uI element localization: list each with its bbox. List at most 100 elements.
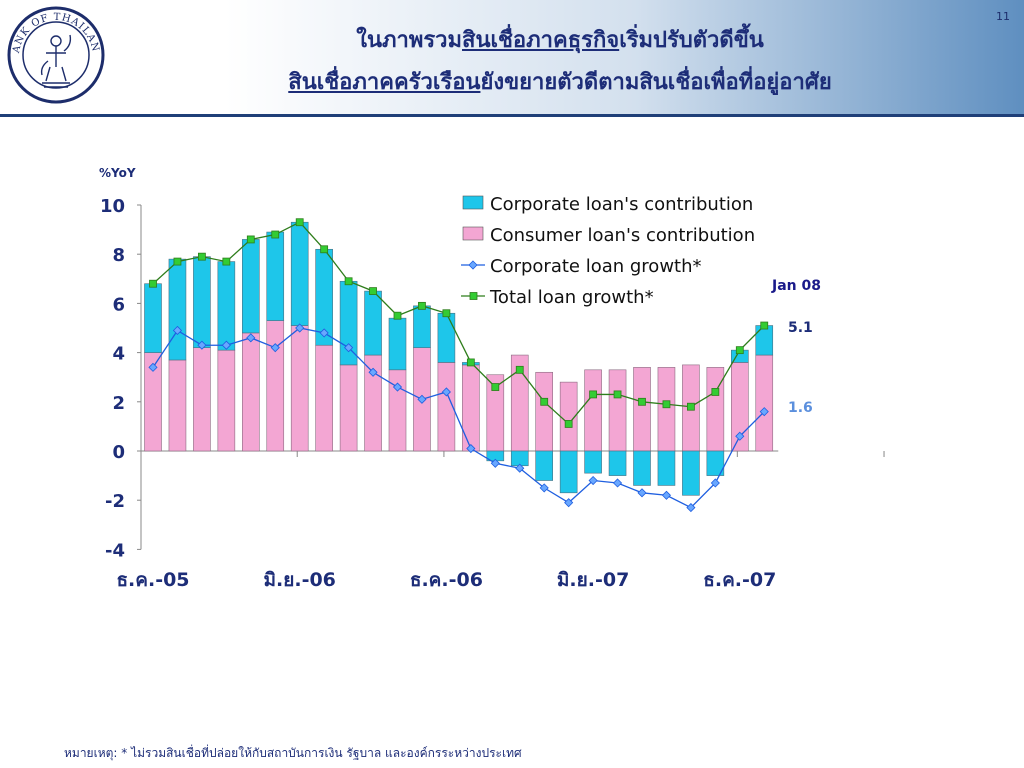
legend-marker <box>468 260 478 270</box>
bar-corporate <box>266 231 285 321</box>
bar-corporate <box>290 221 309 326</box>
total-loan-marker <box>466 358 475 367</box>
x-tick-label: มิ.ย.-06 <box>263 569 335 591</box>
total-loan-marker <box>662 400 671 409</box>
bar-corporate <box>193 256 211 348</box>
legend-label: Corporate loan's contribution <box>490 194 753 215</box>
annotation-corp-value: 1.6 <box>788 400 813 416</box>
bar-corporate <box>339 280 358 366</box>
corporate-loan-marker <box>588 475 598 486</box>
corporate-loan-marker <box>466 443 476 454</box>
bar-consumer <box>657 367 676 452</box>
corporate-loan-marker <box>759 407 769 417</box>
total-loan-marker <box>613 390 622 399</box>
bar-corporate <box>559 450 578 494</box>
corporate-loan-marker <box>417 394 427 404</box>
bar-consumer <box>217 349 236 452</box>
y-tick-label: -4 <box>105 540 125 561</box>
total-loan-marker <box>320 245 329 254</box>
corporate-loan-marker <box>612 478 623 488</box>
bar-corporate <box>535 450 554 481</box>
bar-corporate <box>584 450 602 474</box>
x-tick-label: มิ.ย.-07 <box>557 569 629 591</box>
bar-corporate <box>755 325 774 356</box>
bar-corporate <box>682 450 700 496</box>
corporate-loan-marker <box>564 498 574 508</box>
bar-corporate <box>217 261 236 351</box>
legend-label: Total loan growth* <box>489 287 654 308</box>
corporate-loan-marker <box>368 367 378 377</box>
y-tick-label: 2 <box>112 393 125 414</box>
corporate-loan-marker <box>295 323 305 333</box>
corporate-loan-marker <box>686 503 696 513</box>
total-loan-marker <box>687 402 695 411</box>
bar-corporate <box>510 450 529 467</box>
bar-corporate <box>706 450 725 476</box>
bar-corporate <box>144 283 162 353</box>
corporate-loan-marker <box>539 483 549 493</box>
total-loan-marker <box>295 218 304 227</box>
total-loan-marker <box>149 279 157 288</box>
bar-corporate <box>364 290 382 356</box>
y-tick-label: 4 <box>112 344 125 365</box>
total-loan-marker <box>222 257 231 266</box>
bar-consumer <box>315 344 333 452</box>
corporate-loan-marker <box>441 387 451 397</box>
corporate-loan-marker <box>197 340 207 350</box>
bar-corporate <box>633 450 651 486</box>
corporate-loan-marker <box>270 343 280 353</box>
bar-corporate <box>168 258 187 361</box>
corporate-loan-marker <box>735 431 745 441</box>
bar-consumer <box>584 369 602 452</box>
total-loan-marker <box>564 420 573 428</box>
loan-growth-chart: -4 -2 0 2 4 6 8 10 %YoY ธ.ค.-05 มิ.ย.-06 ธ.ค.-06 มิ.… <box>99 166 885 591</box>
legend-label: Consumer loan's contribution <box>490 225 755 246</box>
footnote: หมายเหตุ: * ไม่รวมสินเชื่อที่ปล่อยให้กับ… <box>64 746 522 760</box>
bar-consumer <box>755 354 774 452</box>
total-loan-marker <box>393 311 402 320</box>
total-loan-marker <box>491 383 500 391</box>
corporate-loan-marker <box>344 343 354 353</box>
y-tick-label: 8 <box>112 245 125 266</box>
bar-consumer <box>633 367 651 452</box>
corporate-loan-marker <box>148 362 158 372</box>
y-tick-label: -2 <box>105 491 125 512</box>
bar-corporate <box>242 239 260 334</box>
corporate-loan-marker <box>221 340 231 350</box>
page-number: 11 <box>996 10 1010 23</box>
bar-consumer <box>193 347 211 452</box>
slide-title-line-2: สินเชื่อภาคครัวเรือนยังขยายตัวดีตามสินเช… <box>288 70 832 95</box>
bar-consumer <box>290 325 309 452</box>
legend-swatch <box>462 195 484 210</box>
total-loan-marker <box>638 397 646 406</box>
corporate-loan-marker <box>661 490 672 500</box>
bar-consumer <box>608 369 627 452</box>
legend-label: Corporate loan growth* <box>490 256 702 277</box>
total-loan-marker <box>760 321 769 330</box>
y-axis-label: %YoY <box>99 166 136 180</box>
legend-swatch <box>462 226 484 241</box>
bar-consumer <box>242 332 260 452</box>
corporate-loan-marker <box>319 328 329 338</box>
bar-corporate <box>413 305 431 348</box>
bar-consumer <box>535 371 554 452</box>
bar-corporate <box>388 317 407 371</box>
bar-consumer <box>706 367 725 452</box>
total-loan-marker <box>540 397 549 406</box>
bank-of-thailand-seal-icon: BANK OF THAILAND <box>6 5 105 104</box>
bar-consumer <box>462 364 480 452</box>
bar-consumer <box>388 369 407 452</box>
bar-consumer <box>266 320 285 452</box>
x-tick-label: ธ.ค.-06 <box>410 569 483 591</box>
y-tick-label: 0 <box>112 442 125 463</box>
corporate-loan-marker <box>172 325 183 336</box>
total-loan-growth-line <box>152 221 765 425</box>
y-tick-label: 10 <box>100 196 125 217</box>
corporate-loan-marker <box>392 382 403 392</box>
annotation-total-value: 5.1 <box>788 320 813 336</box>
total-loan-marker <box>418 301 426 310</box>
total-loan-marker <box>344 277 353 286</box>
corporate-loan-marker <box>710 478 720 488</box>
total-loan-marker <box>589 390 597 399</box>
header-banner <box>0 0 1024 114</box>
